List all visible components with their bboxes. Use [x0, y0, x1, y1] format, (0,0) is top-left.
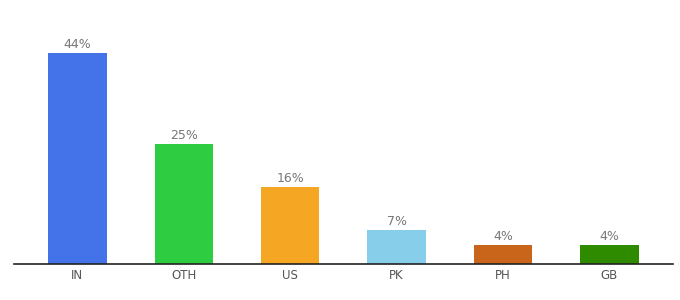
Bar [261, 187, 320, 264]
Text: 16%: 16% [276, 172, 304, 185]
Text: 4%: 4% [493, 230, 513, 243]
Text: 44%: 44% [63, 38, 91, 51]
Text: 7%: 7% [387, 215, 407, 229]
Bar [474, 245, 532, 264]
Bar [580, 245, 639, 264]
Text: 25%: 25% [170, 129, 198, 142]
Bar [48, 53, 107, 264]
Bar [154, 144, 213, 264]
Bar [367, 230, 426, 264]
Text: 4%: 4% [600, 230, 619, 243]
